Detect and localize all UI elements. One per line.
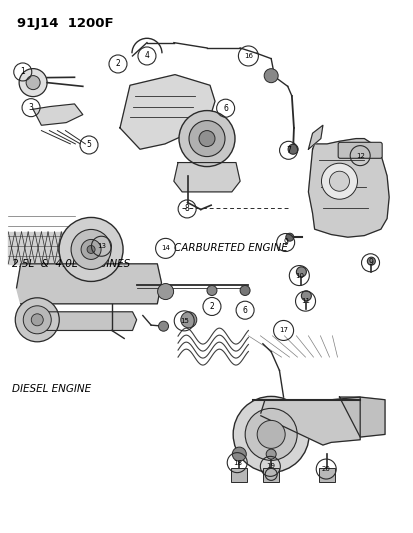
Text: 2: 2 <box>209 302 214 311</box>
Circle shape <box>23 306 51 334</box>
Text: 91J14  1200F: 91J14 1200F <box>17 17 113 30</box>
Text: 14: 14 <box>161 245 170 252</box>
Circle shape <box>199 131 214 147</box>
Text: 12: 12 <box>355 152 364 159</box>
Circle shape <box>287 144 297 154</box>
Circle shape <box>285 233 293 241</box>
Circle shape <box>266 449 275 459</box>
Polygon shape <box>173 163 240 192</box>
Circle shape <box>189 120 224 157</box>
Polygon shape <box>339 397 384 437</box>
Circle shape <box>296 267 306 277</box>
Polygon shape <box>17 264 161 304</box>
Text: 9: 9 <box>282 238 287 247</box>
Circle shape <box>366 257 375 265</box>
Circle shape <box>321 163 356 199</box>
Text: 16: 16 <box>243 53 252 59</box>
Text: 20: 20 <box>321 466 330 472</box>
Text: 6: 6 <box>242 306 247 314</box>
Circle shape <box>81 239 101 260</box>
FancyBboxPatch shape <box>318 469 334 482</box>
Circle shape <box>26 76 40 90</box>
Text: 10: 10 <box>294 272 303 279</box>
Text: 5: 5 <box>86 141 91 149</box>
Circle shape <box>180 312 196 328</box>
Circle shape <box>157 284 173 300</box>
Circle shape <box>206 286 216 295</box>
FancyBboxPatch shape <box>231 469 247 482</box>
Polygon shape <box>33 104 83 125</box>
Text: 3: 3 <box>28 103 33 112</box>
Text: 7: 7 <box>285 146 290 155</box>
FancyBboxPatch shape <box>337 142 381 158</box>
Text: DIESEL ENGINE: DIESEL ENGINE <box>12 384 91 394</box>
Text: 2.5L  &  4.0L  ENGINES: 2.5L & 4.0L ENGINES <box>12 259 131 269</box>
Circle shape <box>87 245 95 254</box>
Text: 17: 17 <box>278 327 287 334</box>
Circle shape <box>240 286 249 295</box>
Circle shape <box>233 397 309 472</box>
Circle shape <box>158 321 168 331</box>
Circle shape <box>263 69 278 83</box>
Text: 6: 6 <box>223 104 228 112</box>
Circle shape <box>19 69 47 96</box>
Circle shape <box>301 291 311 301</box>
Circle shape <box>232 447 246 461</box>
Circle shape <box>71 229 111 270</box>
Circle shape <box>256 421 285 448</box>
Polygon shape <box>37 312 136 330</box>
Text: 15: 15 <box>179 318 188 324</box>
Circle shape <box>178 110 235 167</box>
Circle shape <box>15 298 59 342</box>
Circle shape <box>244 408 297 461</box>
Text: 9: 9 <box>367 259 372 267</box>
Circle shape <box>31 314 43 326</box>
Circle shape <box>59 217 123 281</box>
Circle shape <box>329 171 349 191</box>
Polygon shape <box>120 75 214 149</box>
Text: 19: 19 <box>265 463 274 470</box>
Text: 2: 2 <box>115 60 120 68</box>
Text: 18: 18 <box>232 459 241 466</box>
Polygon shape <box>260 397 359 445</box>
Text: CARBURETED ENGINE: CARBURETED ENGINE <box>173 243 287 253</box>
Text: 4: 4 <box>144 52 149 60</box>
Polygon shape <box>308 125 322 149</box>
Polygon shape <box>308 139 388 237</box>
Text: 8: 8 <box>184 205 189 213</box>
Text: 11: 11 <box>300 298 309 304</box>
Polygon shape <box>8 232 74 264</box>
Text: 13: 13 <box>97 243 106 249</box>
Text: 1: 1 <box>20 68 25 76</box>
FancyBboxPatch shape <box>263 469 278 482</box>
